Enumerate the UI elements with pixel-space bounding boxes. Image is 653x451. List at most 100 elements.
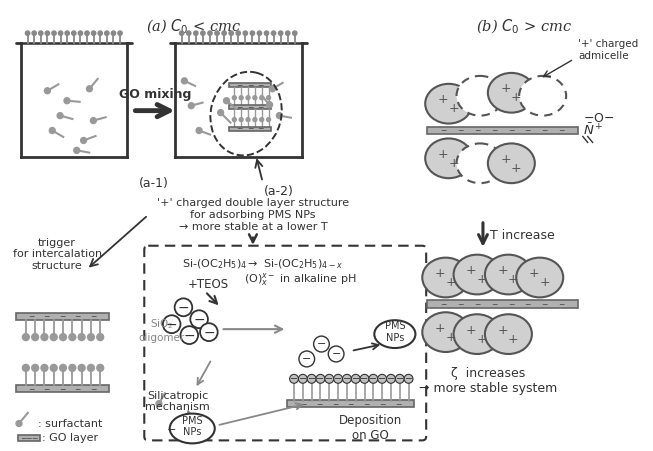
Ellipse shape [454, 255, 501, 295]
Text: Silicatropic
mechanism: Silicatropic mechanism [145, 391, 210, 412]
Circle shape [342, 374, 351, 383]
Circle shape [334, 374, 342, 383]
Circle shape [253, 118, 257, 122]
Text: −: − [203, 326, 215, 340]
Circle shape [266, 96, 270, 100]
Circle shape [404, 374, 413, 383]
Circle shape [369, 374, 377, 383]
Text: −: − [395, 400, 402, 409]
Circle shape [64, 98, 70, 104]
Circle shape [182, 78, 187, 84]
Circle shape [78, 31, 82, 35]
Text: −: − [236, 103, 243, 112]
Text: −: − [317, 339, 326, 349]
Circle shape [387, 374, 395, 383]
Ellipse shape [456, 143, 503, 183]
Bar [18, 435, 40, 442]
Text: −: − [257, 81, 263, 90]
Text: Deposition
on GO: Deposition on GO [339, 414, 402, 442]
Circle shape [41, 364, 48, 371]
Circle shape [188, 103, 194, 109]
Ellipse shape [517, 258, 564, 297]
Text: → more stable at a lower T: → more stable at a lower T [179, 222, 327, 232]
Text: ζ  increases
→ more stable system: ζ increases → more stable system [419, 367, 557, 395]
Text: −: − [343, 374, 351, 384]
Text: −: − [364, 400, 370, 409]
Circle shape [45, 31, 50, 35]
Circle shape [156, 400, 162, 407]
Circle shape [174, 299, 192, 316]
Text: (a-1): (a-1) [138, 177, 168, 190]
Text: −: − [90, 312, 96, 321]
Circle shape [69, 334, 76, 341]
Text: −: − [369, 374, 377, 384]
Text: −: − [317, 374, 325, 384]
Bar [229, 105, 270, 109]
Text: −: − [247, 103, 253, 112]
Ellipse shape [488, 143, 535, 183]
Circle shape [97, 334, 104, 341]
Text: −: − [90, 385, 96, 394]
Text: +: + [497, 324, 508, 336]
Circle shape [313, 336, 329, 352]
Text: +: + [435, 267, 445, 280]
Text: −: − [360, 374, 368, 384]
Circle shape [246, 118, 250, 122]
Text: −: − [474, 126, 481, 135]
Circle shape [325, 374, 334, 383]
Circle shape [260, 118, 264, 122]
Text: −: − [236, 124, 243, 133]
Text: +: + [448, 102, 459, 115]
Circle shape [200, 31, 205, 35]
Text: −: − [379, 400, 386, 409]
Text: (a) $C_0$ < cmc: (a) $C_0$ < cmc [146, 17, 242, 36]
Text: −: − [524, 300, 531, 309]
Text: −: − [28, 385, 34, 394]
Text: −: − [193, 313, 205, 327]
Circle shape [118, 31, 122, 35]
Text: −: − [325, 374, 333, 384]
FancyBboxPatch shape [144, 246, 426, 440]
Circle shape [316, 374, 325, 383]
Text: −: − [541, 126, 548, 135]
Text: $-$O$-$: $-$O$-$ [582, 112, 614, 125]
Circle shape [194, 31, 198, 35]
Circle shape [50, 128, 56, 133]
Text: PMS
NPs: PMS NPs [182, 416, 202, 437]
Text: −: − [558, 300, 565, 309]
Text: −: − [457, 300, 464, 309]
Circle shape [239, 96, 243, 100]
Circle shape [285, 31, 290, 35]
Ellipse shape [422, 312, 470, 352]
Text: (O)$_x^{x-}$ in alkaline pH: (O)$_x^{x-}$ in alkaline pH [244, 271, 356, 288]
Circle shape [360, 374, 369, 383]
Circle shape [215, 31, 219, 35]
Ellipse shape [485, 255, 532, 295]
Text: trigger
for intercalation
structure: trigger for intercalation structure [12, 238, 102, 271]
Text: −: − [290, 374, 298, 384]
Circle shape [22, 364, 29, 371]
Circle shape [69, 364, 76, 371]
Bar [287, 400, 415, 407]
Circle shape [78, 364, 85, 371]
Circle shape [74, 147, 80, 153]
Circle shape [32, 31, 37, 35]
Text: +: + [438, 93, 448, 106]
Ellipse shape [425, 84, 472, 124]
Text: −: − [508, 300, 514, 309]
Circle shape [44, 88, 50, 94]
Circle shape [52, 31, 56, 35]
Text: −: − [474, 300, 481, 309]
Text: −: − [178, 301, 189, 315]
Ellipse shape [422, 258, 470, 297]
Circle shape [299, 351, 315, 367]
Text: −: − [43, 385, 50, 394]
Circle shape [246, 96, 250, 100]
Ellipse shape [488, 73, 535, 113]
Text: −: − [316, 400, 322, 409]
Circle shape [180, 31, 184, 35]
Circle shape [196, 128, 202, 133]
Text: GO mixing: GO mixing [119, 87, 191, 101]
Circle shape [250, 31, 255, 35]
Text: −: − [300, 400, 306, 409]
